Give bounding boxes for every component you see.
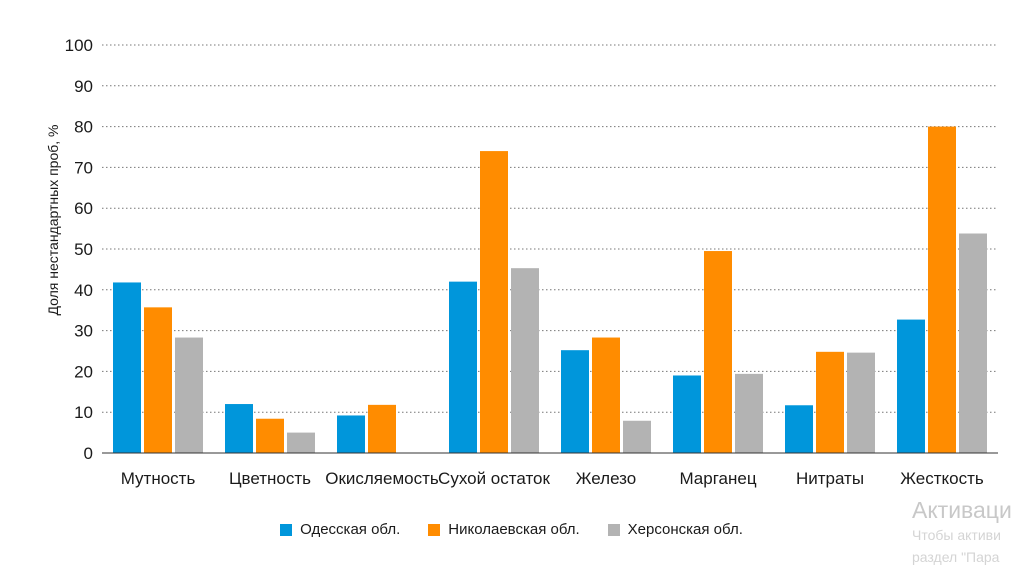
bar — [673, 375, 701, 453]
bar — [113, 282, 141, 453]
bar — [704, 251, 732, 453]
y-tick-label: 30 — [74, 322, 93, 341]
legend-item-odessa: Одесская обл. — [280, 521, 400, 538]
bar — [897, 319, 925, 453]
gridlines — [102, 44, 998, 413]
x-axis-categories: Мутность Цветность Окисляемость Сухой остат… — [121, 469, 984, 488]
y-tick-label: 0 — [84, 444, 93, 463]
y-tick-label: 50 — [74, 240, 93, 259]
legend-swatch-kherson — [607, 523, 620, 536]
legend-item-nikolaev: Николаевская обл. — [428, 521, 580, 538]
bars — [113, 126, 987, 453]
bar — [175, 337, 203, 453]
bar — [847, 352, 875, 453]
x-category-label: Марганец — [679, 469, 756, 488]
bar — [959, 233, 987, 453]
x-category-label: Железо — [576, 469, 636, 488]
legend: Одесская обл. Николаевская обл. Херсонск… — [0, 521, 1023, 538]
y-tick-label: 10 — [74, 403, 93, 422]
y-tick-label: 100 — [65, 36, 93, 55]
bar — [337, 415, 365, 453]
x-category-label: Нитраты — [796, 469, 864, 488]
y-axis-ticks: 0 10 20 30 40 50 60 70 80 90 100 — [65, 36, 93, 463]
x-category-label: Окисляемость — [325, 469, 439, 488]
bar — [256, 418, 284, 453]
bar — [449, 281, 477, 453]
legend-label-nikolaev: Николаевская обл. — [448, 521, 580, 538]
watermark-line-1: Чтобы активи — [912, 527, 1001, 543]
x-category-label: Цветность — [229, 469, 311, 488]
x-category-label: Жесткость — [900, 469, 984, 488]
x-category-label: Сухой остаток — [438, 469, 550, 488]
legend-swatch-nikolaev — [428, 523, 441, 536]
watermark-line-2: раздел "Пара — [912, 549, 1000, 565]
bar — [785, 405, 813, 453]
legend-label-odessa: Одесская обл. — [300, 521, 401, 538]
legend-item-kherson: Херсонская обл. — [607, 521, 743, 538]
y-tick-label: 40 — [74, 281, 93, 300]
bar — [561, 350, 589, 453]
y-axis-label: Доля нестандартных проб, % — [45, 125, 61, 316]
bar — [287, 432, 315, 453]
bar — [480, 151, 508, 453]
bar — [144, 307, 172, 453]
bar — [816, 351, 844, 453]
bar — [928, 126, 956, 453]
y-tick-label: 70 — [74, 158, 93, 177]
activation-watermark: Активаци Чтобы активи раздел "Пара — [912, 496, 1012, 568]
y-tick-label: 80 — [74, 118, 93, 137]
legend-label-kherson: Херсонская обл. — [627, 521, 743, 538]
bar — [225, 404, 253, 453]
y-tick-label: 20 — [74, 362, 93, 381]
y-tick-label: 60 — [74, 199, 93, 218]
bar — [511, 268, 539, 453]
bar — [368, 404, 396, 453]
bar — [623, 420, 651, 453]
legend-swatch-odessa — [280, 523, 293, 536]
watermark-title: Активаци — [912, 497, 1012, 523]
y-tick-label: 90 — [74, 77, 93, 96]
bar — [735, 373, 763, 453]
bar — [592, 337, 620, 453]
x-category-label: Мутность — [121, 469, 196, 488]
